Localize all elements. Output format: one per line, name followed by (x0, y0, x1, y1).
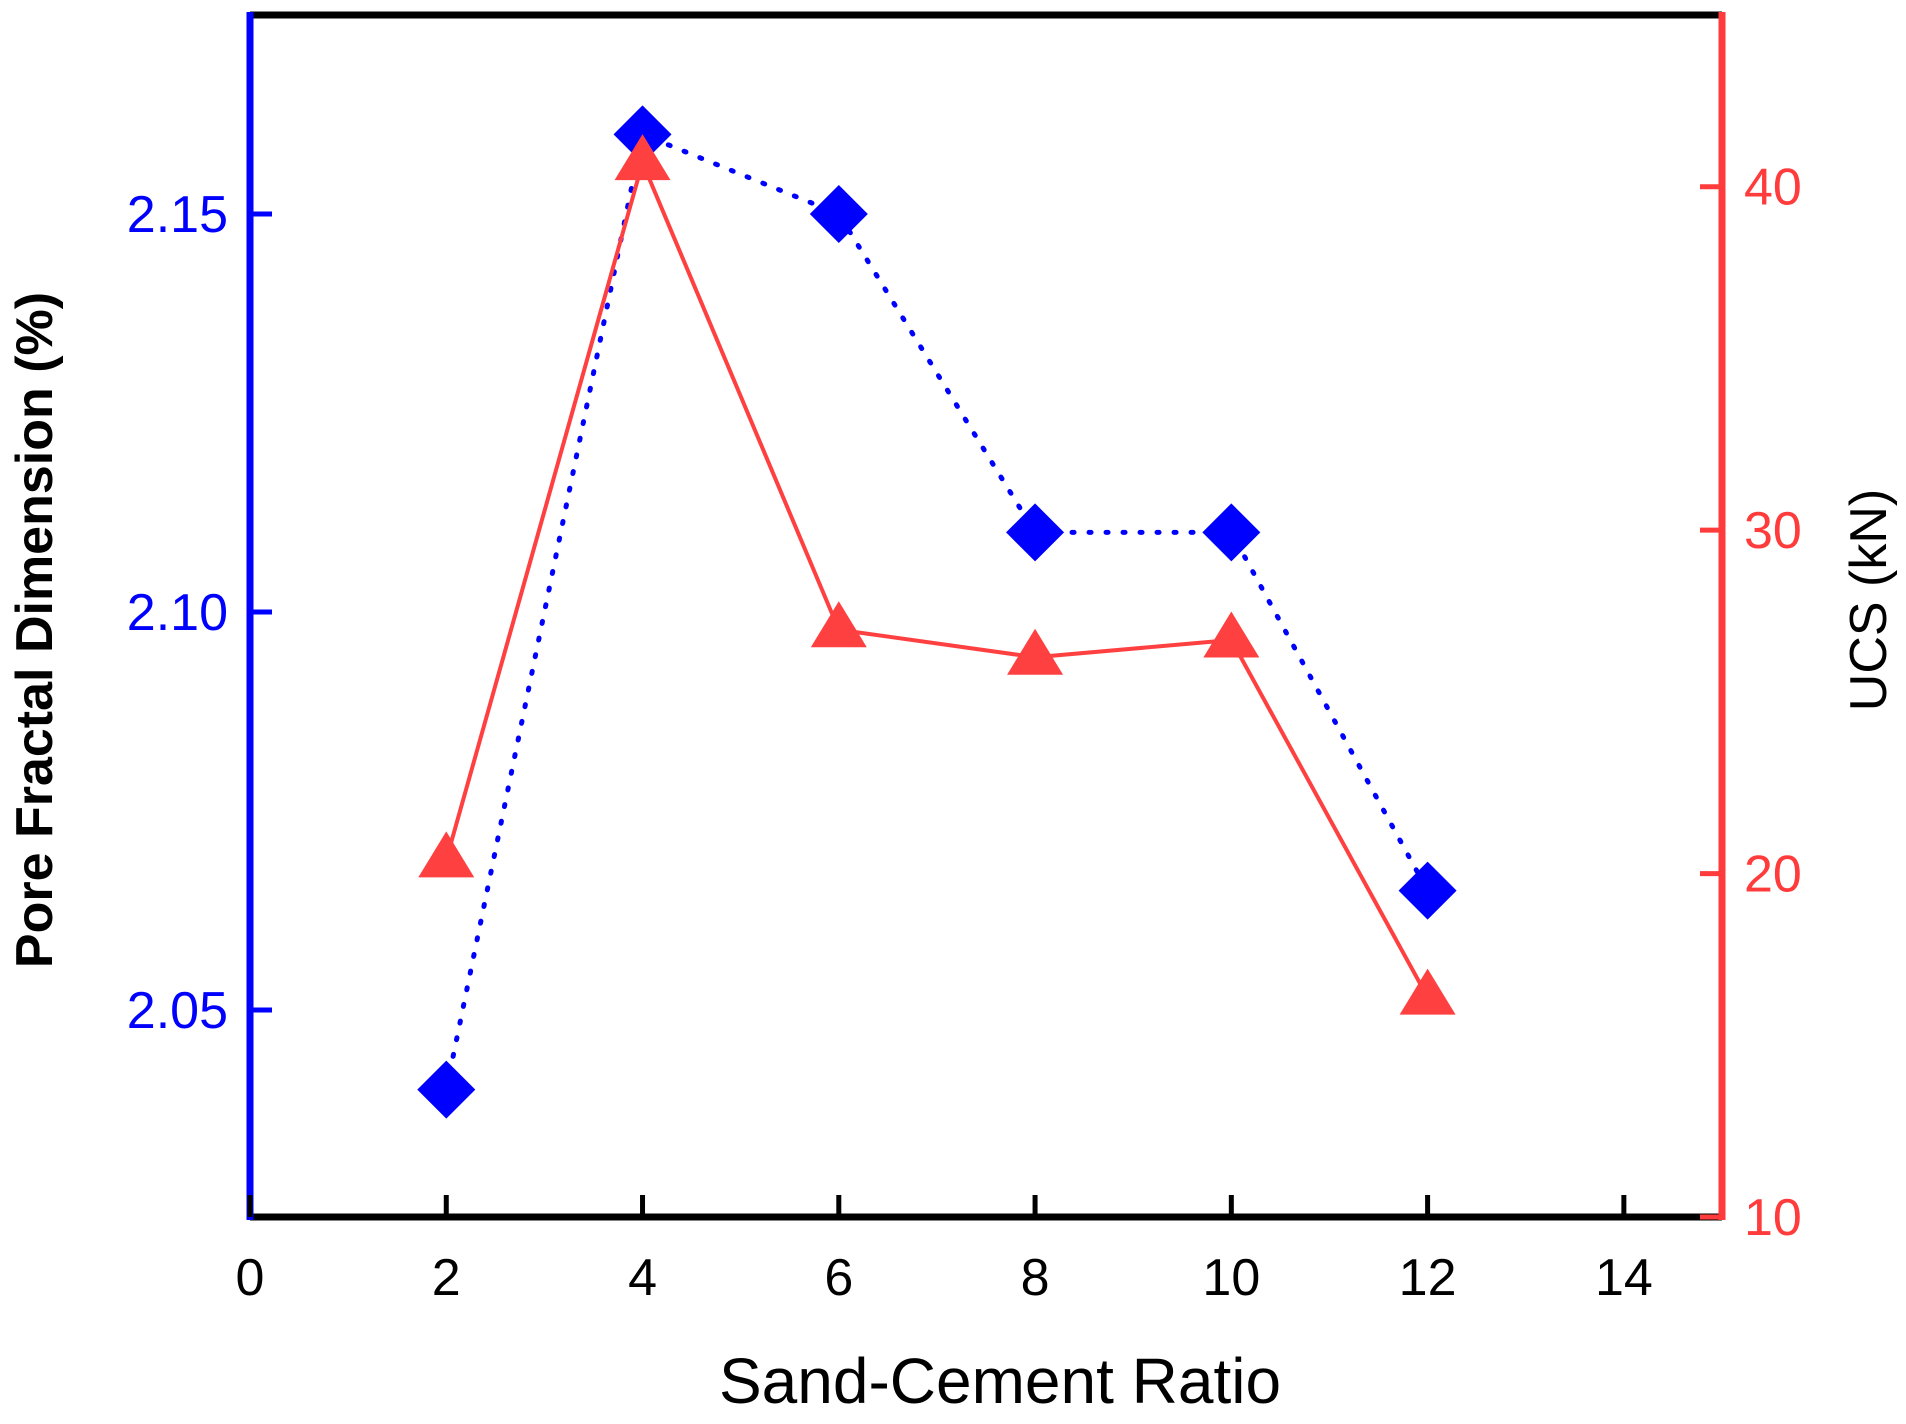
right-y-axis-ticks: 10 20 30 40 (1700, 159, 1802, 1247)
triangle-marker (614, 134, 671, 181)
plot-frame (246, 11, 1726, 1221)
left-y-tick-label: 2.10 (127, 584, 228, 642)
right-y-tick-label: 30 (1744, 502, 1802, 560)
x-tick-label: 10 (1202, 1249, 1260, 1307)
triangle-marker (1399, 968, 1456, 1015)
x-tick-label: 8 (1021, 1249, 1050, 1307)
diamond-marker (417, 1060, 476, 1119)
left-y-axis-title: Pore Fractal Dimension (%) (6, 292, 64, 968)
left-y-tick-label: 2.05 (127, 982, 228, 1040)
x-tick-label: 14 (1595, 1249, 1653, 1307)
x-tick-label: 12 (1399, 1249, 1457, 1307)
x-axis-title: Sand-Cement Ratio (719, 1345, 1281, 1417)
right-y-tick-label: 20 (1744, 846, 1802, 904)
series-layer (417, 105, 1457, 1119)
left-series-line (443, 130, 1431, 1093)
diamond-marker (1202, 503, 1261, 562)
x-axis-ticks: 0 2 4 6 8 10 12 14 (236, 1195, 1653, 1307)
x-tick-label: 2 (432, 1249, 461, 1307)
left-y-axis-ticks: 2.05 2.10 2.15 (127, 186, 272, 1040)
triangle-marker (810, 601, 867, 648)
right-series-line (444, 156, 1430, 999)
x-tick-label: 4 (628, 1249, 657, 1307)
left-y-tick-label: 2.15 (127, 186, 228, 244)
right-y-axis-title: UCS (kN) (1840, 489, 1898, 711)
right-y-tick-label: 40 (1744, 159, 1802, 217)
diamond-marker (809, 185, 868, 244)
diamond-marker (1006, 503, 1065, 562)
diamond-marker (1398, 861, 1457, 920)
right-y-tick-label: 10 (1744, 1189, 1802, 1247)
triangle-marker (1007, 628, 1064, 675)
triangle-marker (1203, 611, 1260, 658)
triangle-marker (418, 831, 475, 878)
x-tick-label: 0 (236, 1249, 265, 1307)
x-tick-label: 6 (824, 1249, 853, 1307)
